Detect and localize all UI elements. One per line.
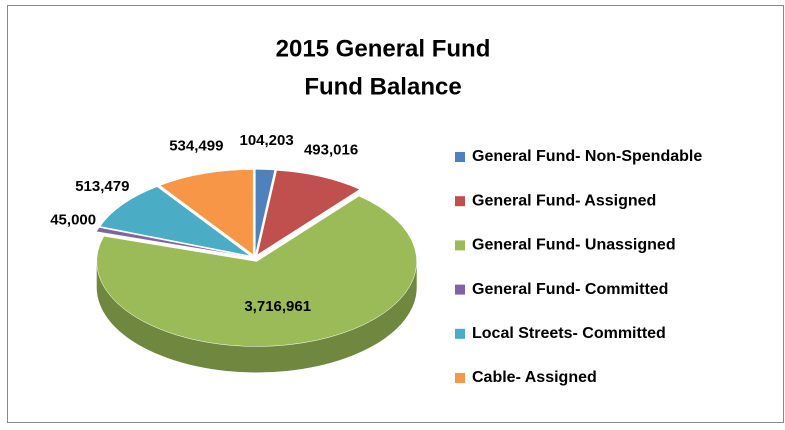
data-label: 513,479 (75, 178, 129, 195)
slice (96, 227, 250, 258)
slice (256, 170, 361, 256)
legend-label: General Fund- Assigned (472, 192, 656, 209)
data-label: 534,499 (169, 138, 223, 155)
legend-swatch (455, 284, 465, 295)
slice (159, 169, 254, 256)
chart-title: 2015 General Fund (276, 35, 491, 62)
legend-swatch (455, 196, 465, 207)
slice (99, 186, 251, 257)
data-label: 104,203 (239, 132, 293, 149)
slice (255, 169, 275, 255)
legend-swatch (455, 328, 465, 339)
legend-label: General Fund- Non-Spendable (472, 148, 702, 165)
legend-swatch (455, 373, 465, 383)
slice (96, 195, 417, 347)
legend-swatch (455, 152, 465, 162)
legend-label: Cable- Assigned (472, 369, 597, 386)
legend-label: Local Streets- Committed (472, 325, 666, 342)
data-label: 3,716,961 (244, 298, 311, 315)
chart-title: Fund Balance (304, 73, 461, 100)
legend-label: General Fund- Unassigned (472, 237, 676, 254)
legend-swatch (455, 240, 465, 251)
legend-label: General Fund- Committed (472, 281, 668, 298)
data-label: 493,016 (304, 142, 358, 159)
slice-side (96, 261, 417, 373)
data-label: 45,000 (50, 211, 96, 228)
